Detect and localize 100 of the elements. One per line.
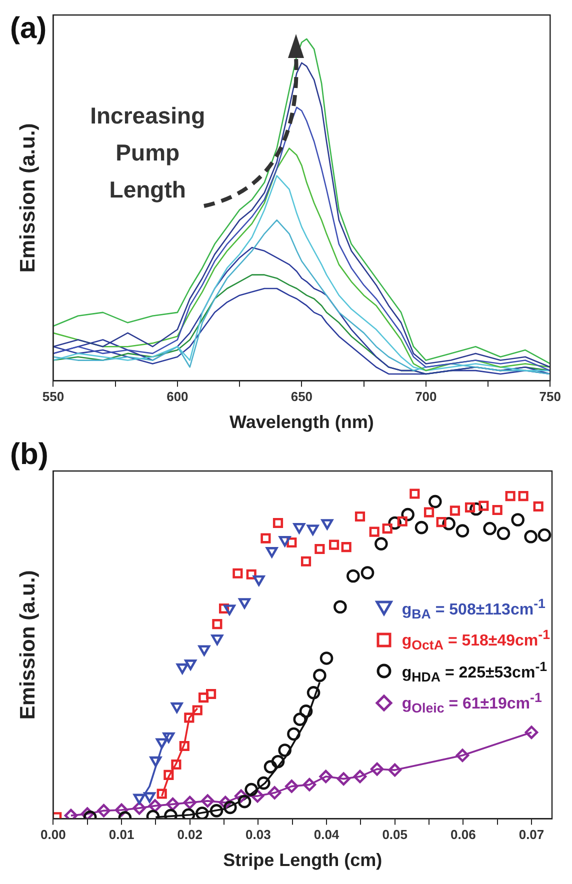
x-axis-title: Stripe Length (cm) — [223, 850, 382, 870]
point — [192, 705, 202, 716]
point — [328, 540, 340, 550]
point — [144, 792, 156, 803]
x-tick-label: 0.07 — [518, 827, 544, 842]
point — [293, 523, 306, 534]
point — [518, 490, 528, 502]
point — [300, 556, 312, 566]
chart-title: (a) — [10, 12, 47, 46]
point — [266, 547, 278, 558]
point — [450, 506, 460, 516]
point — [224, 800, 237, 814]
legend-label: g$_{HDA}$ = 225±53cm$^{-1}$ — [402, 658, 548, 684]
point — [150, 756, 162, 767]
point — [260, 533, 271, 544]
point — [533, 501, 544, 512]
point — [319, 770, 332, 784]
point — [302, 778, 316, 792]
x-tick-label: 0.01 — [108, 827, 134, 842]
annotation: Increasing Pump Length — [90, 102, 206, 202]
point — [511, 513, 524, 526]
point — [410, 488, 420, 499]
point — [164, 770, 174, 780]
point — [306, 524, 319, 536]
x-tick-label: 700 — [415, 389, 437, 404]
point — [397, 516, 408, 526]
point — [198, 645, 210, 656]
point — [374, 537, 388, 550]
point — [353, 770, 367, 784]
point — [360, 566, 374, 580]
point — [162, 732, 175, 743]
x-tick-label: 0.02 — [177, 827, 203, 842]
point — [370, 762, 384, 776]
point — [538, 528, 552, 542]
point — [321, 519, 334, 530]
point — [293, 712, 307, 726]
point — [156, 788, 167, 799]
point — [278, 536, 291, 547]
x-tick-label: 600 — [166, 389, 188, 404]
point — [252, 575, 265, 586]
point — [388, 763, 402, 777]
point — [200, 794, 214, 808]
chart-title: (b) — [10, 438, 48, 472]
x-tick-label: 650 — [290, 389, 313, 404]
point — [492, 504, 502, 516]
point — [334, 600, 347, 614]
point — [218, 796, 232, 810]
x-tick-label: 0.00 — [40, 827, 66, 842]
point — [414, 520, 428, 534]
point — [246, 569, 256, 580]
point — [314, 544, 325, 554]
point — [97, 804, 110, 818]
legend-label: g$_{OctA}$ = 518±49cm$^{-1}$ — [402, 627, 550, 653]
x-tick-label: 0.04 — [314, 827, 340, 842]
point — [198, 692, 209, 703]
point — [313, 668, 326, 682]
point — [232, 568, 243, 578]
point — [268, 786, 282, 800]
y-axis-title: Emission (a.u.) — [16, 570, 40, 720]
point — [183, 796, 197, 810]
point — [166, 798, 180, 811]
point — [436, 516, 446, 528]
point — [354, 511, 366, 522]
point — [148, 799, 162, 812]
point — [271, 754, 285, 768]
point — [80, 807, 94, 819]
point — [234, 789, 248, 803]
x-tick-label: 750 — [539, 389, 562, 404]
point — [250, 789, 264, 803]
point — [278, 744, 292, 757]
point — [264, 760, 278, 774]
point — [212, 619, 222, 630]
point — [320, 652, 334, 665]
point — [483, 522, 496, 536]
point — [299, 704, 313, 718]
point — [456, 524, 470, 538]
point — [257, 776, 270, 790]
x-tick-label: 0.06 — [450, 827, 476, 842]
point — [464, 502, 476, 512]
point — [133, 794, 146, 804]
point — [196, 806, 209, 819]
point — [287, 727, 300, 741]
point — [336, 772, 350, 786]
point — [211, 634, 224, 646]
legend-label: g$_{BA}$ = 508±113cm$^{-1}$ — [402, 596, 546, 622]
point — [341, 542, 352, 552]
x-tick-label: 0.05 — [382, 827, 408, 842]
x-tick-label: 550 — [42, 389, 64, 404]
point — [206, 688, 216, 700]
point — [524, 530, 538, 544]
point — [156, 738, 168, 749]
point — [456, 748, 470, 762]
point — [505, 490, 516, 502]
point — [424, 507, 434, 518]
point — [524, 726, 538, 739]
point — [218, 603, 230, 614]
point — [238, 794, 252, 808]
point — [478, 500, 489, 511]
point — [184, 712, 194, 723]
point — [285, 780, 298, 793]
